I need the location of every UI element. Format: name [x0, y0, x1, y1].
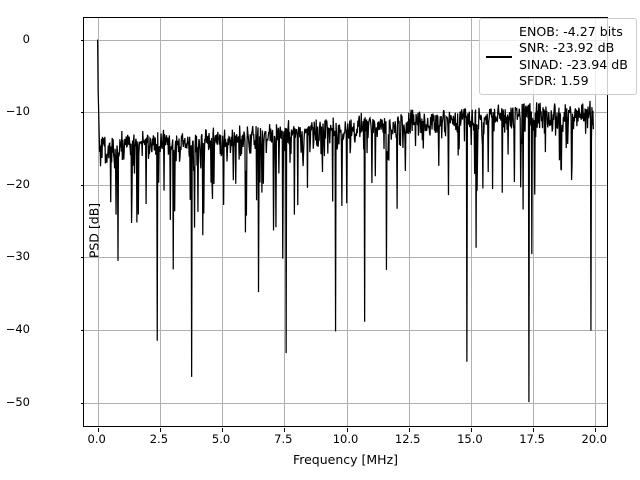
gridline-vertical [346, 18, 348, 426]
gridline-vertical [533, 18, 535, 426]
x-axis-tick-label: 15.0 [457, 432, 483, 446]
y-axis-tick-label: 0 [22, 31, 30, 46]
gridline-horizontal [84, 184, 607, 186]
legend-line-sample [486, 55, 512, 58]
gridline-vertical [97, 18, 99, 426]
x-axis-tick-label: 10.0 [332, 432, 359, 446]
gridline-horizontal [84, 39, 607, 41]
y-axis-tick-label: −20 [5, 176, 30, 191]
y-axis-tick-label: −30 [5, 249, 30, 264]
x-axis-tick-label: 2.5 [149, 432, 169, 446]
y-axis-tick-label: −50 [5, 394, 30, 409]
legend-item-sinad: SINAD: -23.94 dB [519, 56, 628, 72]
y-axis-tick [80, 184, 84, 186]
gridline-horizontal [84, 257, 607, 259]
y-axis-tick [80, 402, 84, 404]
legend-item-snr: SNR: -23.92 dB [519, 40, 615, 56]
y-axis-tick [80, 330, 84, 332]
gridline-horizontal [84, 402, 607, 404]
gridline-horizontal [84, 330, 607, 332]
gridline-vertical [408, 18, 410, 426]
x-axis-title: Frequency [MHz] [292, 452, 399, 467]
x-axis-tick-label: 7.5 [274, 432, 293, 446]
x-axis-tick-label: 5.0 [211, 432, 231, 446]
x-axis-tick [346, 428, 348, 432]
plot-axes: ENOB: -4.27 bits SNR: -23.92 dB SINAD: -… [80, 17, 637, 432]
x-axis-tick-label: 17.5 [519, 432, 545, 446]
legend-label-group: ENOB: -4.27 bits SNR: -23.92 dB SINAD: -… [519, 24, 628, 89]
x-axis-tick-label: 0.0 [87, 432, 106, 446]
x-axis-tick [408, 428, 410, 432]
y-axis-tick [80, 39, 84, 41]
legend-item-enob: ENOB: -4.27 bits [519, 24, 623, 39]
plot-clip-region [84, 18, 607, 426]
y-axis-title: PSD [dB] [86, 202, 102, 259]
legend-item-sfdr: SFDR: 1.59 [519, 73, 589, 89]
x-axis-tick [97, 428, 99, 432]
gridline-vertical [222, 18, 224, 426]
gridline-vertical [595, 18, 597, 426]
psd-spectrum-line [84, 18, 607, 426]
psd-trace-path [98, 40, 594, 403]
x-axis-tick [284, 428, 286, 432]
y-axis-tick [80, 257, 84, 259]
gridline-horizontal [84, 112, 607, 114]
x-axis-tick-label: 12.5 [394, 432, 421, 446]
gridline-vertical [159, 18, 161, 426]
y-axis-tick-label: −40 [5, 322, 30, 337]
gridline-vertical [470, 18, 472, 426]
y-axis-tick [80, 112, 84, 114]
x-axis-tick [159, 428, 161, 432]
metrics-legend[interactable]: ENOB: -4.27 bits SNR: -23.92 dB SINAD: -… [479, 18, 637, 96]
gridline-vertical [284, 18, 286, 426]
y-axis-tick-label: −10 [5, 104, 30, 119]
x-axis-tick [595, 428, 597, 432]
x-axis-tick [470, 428, 472, 432]
x-axis-tick [533, 428, 535, 432]
x-axis-tick-label: 20.0 [581, 432, 608, 446]
x-axis-tick [222, 428, 224, 432]
